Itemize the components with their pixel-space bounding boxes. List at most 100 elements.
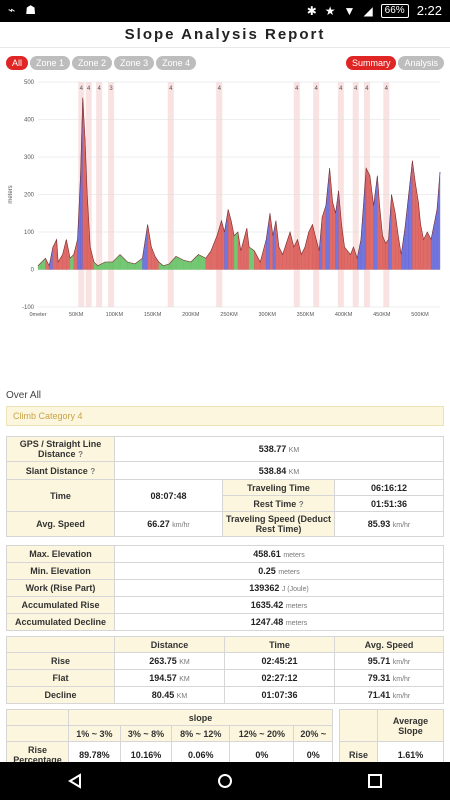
elevation-segment	[37, 261, 42, 270]
tab-zone-3[interactable]: Zone 3	[114, 56, 155, 70]
elevation-segment	[289, 231, 295, 270]
star-icon: ★	[324, 3, 336, 18]
decline-distance: 80.45 KM	[114, 686, 225, 704]
elevation-chart[interactable]: 4 4 4 3 4 4 4 4 4 4 4 45004003002001000-100meters0m…	[0, 72, 450, 322]
elevation-segment	[365, 168, 371, 270]
flat-distance: 194.57 KM	[114, 669, 225, 687]
y-axis-label: meters	[8, 185, 14, 203]
help-icon[interactable]: ?	[78, 450, 83, 459]
slope-corner	[6, 709, 69, 726]
gps-distance-value: 538.77 KM	[114, 436, 444, 462]
elevation-segment	[52, 239, 57, 270]
accumulated-decline-label: Accumulated Decline	[6, 613, 115, 631]
cell-signal-icon: ◢	[363, 3, 373, 18]
elevation-segment	[82, 97, 86, 270]
distance-header: Distance	[114, 636, 225, 653]
back-icon[interactable]	[67, 773, 83, 789]
x-tick-label: 500KM	[411, 312, 429, 318]
decline-speed: 71.41 km/hr	[334, 686, 444, 704]
elevation-segment	[395, 213, 399, 270]
recents-icon[interactable]	[367, 773, 383, 789]
x-tick-label: 0meter	[29, 312, 46, 318]
x-tick-label: 350KM	[297, 312, 315, 318]
traveling-time-value: 06:16:12	[334, 479, 444, 496]
work-value: 139362 J (Joule)	[114, 579, 444, 597]
range-1: 1% ~ 3%	[68, 725, 121, 742]
elevation-segment	[427, 231, 432, 270]
elevation-segment	[391, 194, 396, 270]
slope-corner-2	[6, 725, 69, 742]
elevation-segment	[415, 183, 419, 270]
distance-time-table: GPS / Straight Line Distance ? 538.77 KM…	[6, 436, 444, 537]
elevation-segment	[304, 231, 309, 270]
slant-distance-value: 538.84 KM	[114, 461, 444, 480]
min-elevation-value: 0.25 meters	[114, 562, 444, 580]
traveling-speed-label: Traveling Speed (Deduct Rest Time)	[222, 511, 335, 537]
elevation-segment	[62, 239, 67, 270]
home-icon[interactable]	[217, 773, 233, 789]
tab-all[interactable]: All	[6, 56, 29, 70]
y-tick-label: 300	[24, 155, 35, 161]
tab-zone-2[interactable]: Zone 2	[72, 56, 113, 70]
y-tick-label: 100	[24, 230, 35, 236]
help-icon[interactable]: ?	[90, 466, 96, 476]
tab-zone-4[interactable]: Zone 4	[156, 56, 197, 70]
avg-speed-value: 66.27 km/hr	[114, 511, 223, 537]
rise-distance: 263.75 KM	[114, 652, 225, 670]
elevation-segment	[210, 235, 218, 270]
time-value: 08:07:48	[114, 479, 223, 512]
x-tick-label: 100KM	[106, 312, 124, 318]
elevation-segment	[198, 254, 207, 270]
climb-marker-label: 4	[295, 86, 299, 92]
climb-marker-label: 4	[218, 86, 222, 92]
rest-time-label: Rest Time ?	[222, 495, 335, 512]
avg-speed-label: Avg. Speed	[6, 511, 115, 537]
decline-label: Decline	[6, 686, 115, 704]
help-icon[interactable]: ?	[298, 499, 304, 509]
x-tick-label: 50KM	[69, 312, 84, 318]
table-row: Rise 263.75 KM 02:45:21 95.71 km/hr	[6, 652, 444, 670]
rise-label: Rise	[6, 652, 115, 670]
rise-speed: 95.71 km/hr	[334, 652, 444, 670]
climb-marker-label: 3	[109, 86, 113, 92]
accumulated-rise-label: Accumulated Rise	[6, 596, 115, 614]
y-tick-label: 500	[24, 80, 35, 86]
y-tick-label: -100	[22, 305, 35, 311]
traveling-time-label: Traveling Time	[222, 479, 335, 496]
tab-zone-1[interactable]: Zone 1	[30, 56, 71, 70]
average-slope-table: Average Slope Rise 1.61%	[339, 709, 444, 768]
bluetooth-icon: ✱	[306, 3, 317, 18]
elevation-segment	[237, 231, 242, 270]
elevation-segment	[325, 168, 330, 270]
elevation-table: Max. Elevation 458.61 meters Min. Elevat…	[6, 545, 444, 631]
elevation-line	[37, 97, 441, 267]
elevation-segment	[151, 246, 156, 270]
elevation-segment	[205, 250, 212, 270]
slope-table: slope 1% ~ 3% 3% ~ 8% 8% ~ 12% 12% ~ 20%…	[6, 709, 333, 768]
elevation-segment	[379, 205, 383, 270]
avg-speed-header: Avg. Speed	[334, 636, 444, 653]
navigation-bar	[0, 762, 450, 800]
elevation-segment	[134, 257, 143, 270]
accumulated-decline-value: 1247.48 meters	[114, 613, 444, 631]
x-tick-label: 450KM	[373, 312, 391, 318]
elevation-segment	[73, 239, 78, 270]
climb-marker-label: 4	[339, 86, 343, 92]
accumulated-rise-value: 1635.42 meters	[114, 596, 444, 614]
traveling-speed-value: 85.93 km/hr	[334, 511, 444, 537]
max-elevation-value: 458.61 meters	[114, 545, 444, 563]
signal-icon: ▼	[343, 3, 356, 18]
tab-analysis[interactable]: Analysis	[398, 56, 444, 70]
tab-summary[interactable]: Summary	[345, 56, 397, 70]
flat-label: Flat	[6, 669, 115, 687]
x-tick-label: 150KM	[144, 312, 162, 318]
x-tick-label: 400KM	[335, 312, 353, 318]
table-row: Decline 80.45 KM 01:07:36 71.41 km/hr	[6, 686, 444, 704]
status-left: ⌁ ☗	[8, 3, 36, 17]
flat-speed: 79.31 km/hr	[334, 669, 444, 687]
time-label: Time	[6, 479, 115, 512]
usb-icon: ⌁	[8, 3, 16, 17]
zone-tabs: All Zone 1 Zone 2 Zone 3 Zone 4	[6, 56, 197, 70]
rise-flat-decline-table: Distance Time Avg. Speed Rise 263.75 KM …	[6, 636, 444, 704]
time-header: Time	[224, 636, 335, 653]
